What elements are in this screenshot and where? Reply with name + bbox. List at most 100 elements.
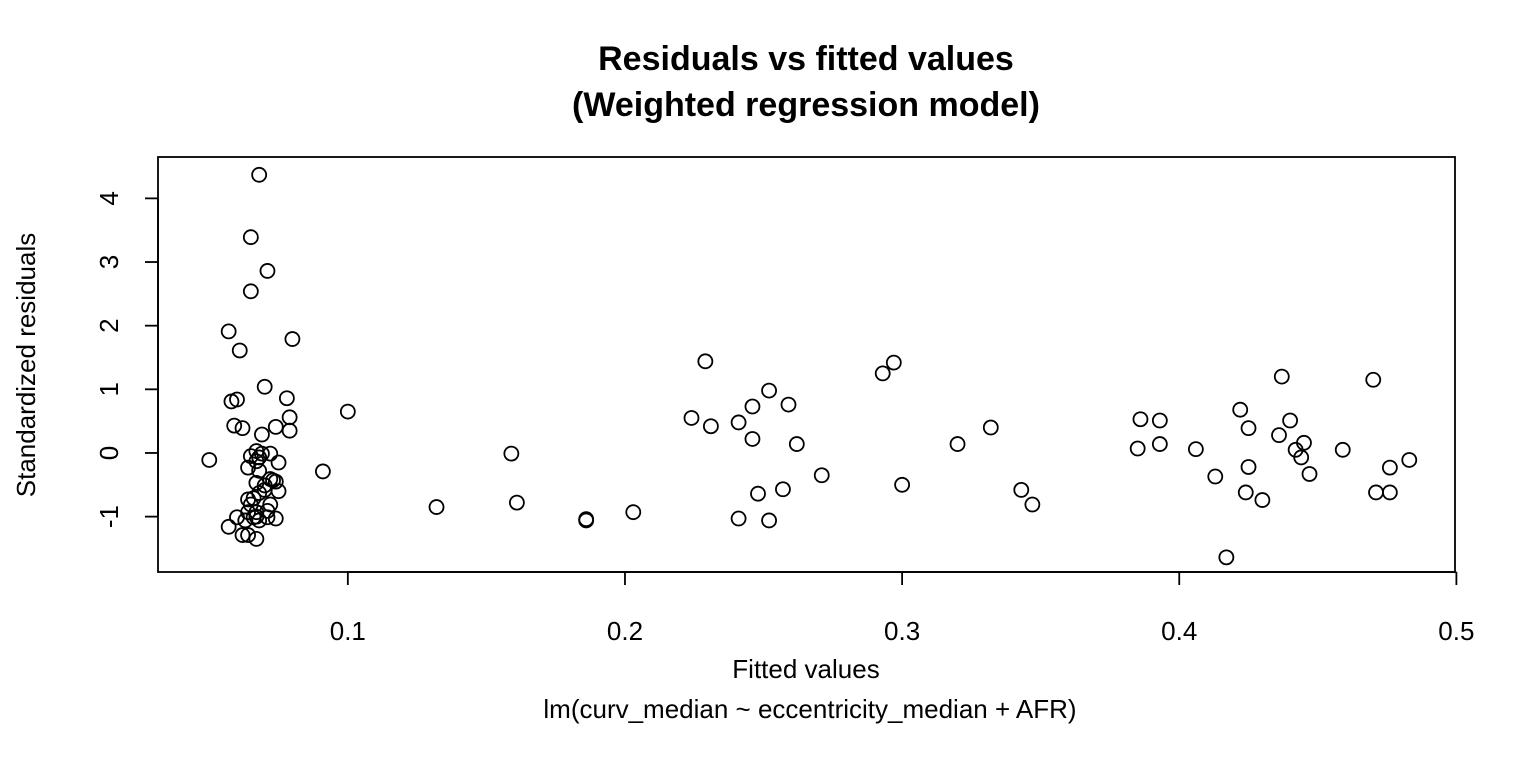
data-point	[1271, 427, 1287, 444]
data-point	[220, 323, 237, 340]
data-point	[251, 166, 268, 183]
data-point	[730, 510, 747, 527]
data-point	[267, 473, 284, 490]
data-point	[744, 431, 761, 447]
data-point	[813, 467, 830, 484]
x-axis-label: Fitted values	[732, 654, 879, 684]
data-point	[262, 496, 279, 513]
x-tick-label: 0.2	[607, 616, 643, 646]
data-point	[254, 445, 270, 462]
y-axis: -1 0 1 2 3 4	[94, 191, 159, 528]
data-point	[1207, 468, 1224, 485]
data-point	[697, 353, 714, 370]
data-point	[1334, 441, 1351, 458]
x-axis-sublabel: lm(curv_median ~ eccentricity_median + A…	[543, 694, 1076, 724]
data-point	[874, 365, 891, 382]
data-point	[1254, 492, 1271, 508]
data-point	[1240, 420, 1257, 437]
chart-subtitle: (Weighted regression model)	[572, 86, 1040, 124]
data-point	[267, 510, 284, 527]
data-point	[949, 436, 966, 452]
data-point	[1368, 484, 1384, 501]
y-tick-label: 4	[94, 191, 124, 205]
data-point	[251, 449, 268, 466]
data-point	[730, 414, 747, 431]
data-point	[1232, 401, 1249, 418]
data-point	[339, 403, 356, 420]
data-point	[1132, 411, 1149, 428]
y-tick-label: 3	[94, 255, 124, 269]
data-point	[428, 499, 445, 515]
data-point	[683, 410, 700, 426]
data-point	[508, 494, 525, 511]
y-tick-label: 2	[94, 318, 124, 332]
data-point	[314, 463, 331, 480]
data-points	[201, 166, 1418, 566]
y-tick-label: 0	[94, 446, 124, 460]
x-tick-label: 0.1	[330, 616, 366, 646]
data-point	[220, 518, 237, 535]
chart-title: Residuals vs fitted values	[598, 40, 1014, 78]
data-point	[1381, 484, 1398, 501]
y-tick-label: -1	[94, 505, 124, 528]
data-point	[503, 445, 520, 462]
data-point	[1218, 549, 1235, 566]
data-point	[234, 420, 251, 437]
data-point	[254, 426, 270, 443]
data-point	[1381, 459, 1398, 476]
data-point	[982, 419, 999, 436]
data-point	[229, 391, 245, 408]
x-tick-label: 0.5	[1438, 616, 1474, 646]
data-point	[780, 396, 797, 413]
data-point	[248, 531, 265, 547]
x-axis: 0.1 0.2 0.3 0.4 0.5	[330, 571, 1474, 646]
data-point	[761, 382, 777, 399]
data-point	[242, 283, 259, 300]
data-point	[1024, 496, 1041, 513]
data-point	[1240, 459, 1257, 475]
data-point	[775, 481, 791, 498]
data-point	[270, 454, 287, 471]
data-point	[242, 448, 259, 465]
data-point	[259, 263, 276, 279]
data-point	[251, 512, 268, 529]
data-point	[744, 398, 761, 415]
y-tick-label: 1	[94, 382, 124, 396]
data-point	[1013, 481, 1030, 498]
data-point	[1296, 434, 1312, 451]
plot-frame	[157, 156, 1456, 573]
data-point	[788, 436, 805, 452]
data-point	[242, 229, 259, 246]
data-point	[231, 342, 248, 359]
data-point	[201, 452, 218, 468]
data-point	[702, 418, 719, 435]
data-point	[1401, 452, 1418, 468]
data-point	[256, 378, 273, 395]
data-point	[1282, 412, 1299, 429]
x-tick-label: 0.3	[884, 616, 920, 646]
y-axis-label: Standardized residuals	[11, 233, 41, 498]
data-point	[270, 483, 287, 500]
data-point	[284, 331, 301, 347]
data-point	[1151, 412, 1168, 429]
data-point	[625, 504, 642, 521]
data-point	[281, 409, 298, 426]
data-point	[240, 527, 256, 543]
data-point	[761, 512, 777, 529]
data-point	[1187, 441, 1204, 458]
data-point	[226, 417, 243, 434]
data-point	[1365, 371, 1382, 388]
data-point	[1151, 436, 1168, 452]
data-point	[262, 445, 279, 462]
data-point	[885, 354, 902, 371]
data-point	[278, 390, 295, 407]
data-point	[894, 476, 911, 493]
x-tick-label: 0.4	[1161, 616, 1197, 646]
data-point	[1273, 368, 1290, 385]
data-point	[267, 418, 284, 435]
data-point	[1129, 440, 1146, 457]
data-point	[578, 512, 595, 529]
data-point	[240, 504, 256, 521]
data-point	[750, 485, 766, 502]
